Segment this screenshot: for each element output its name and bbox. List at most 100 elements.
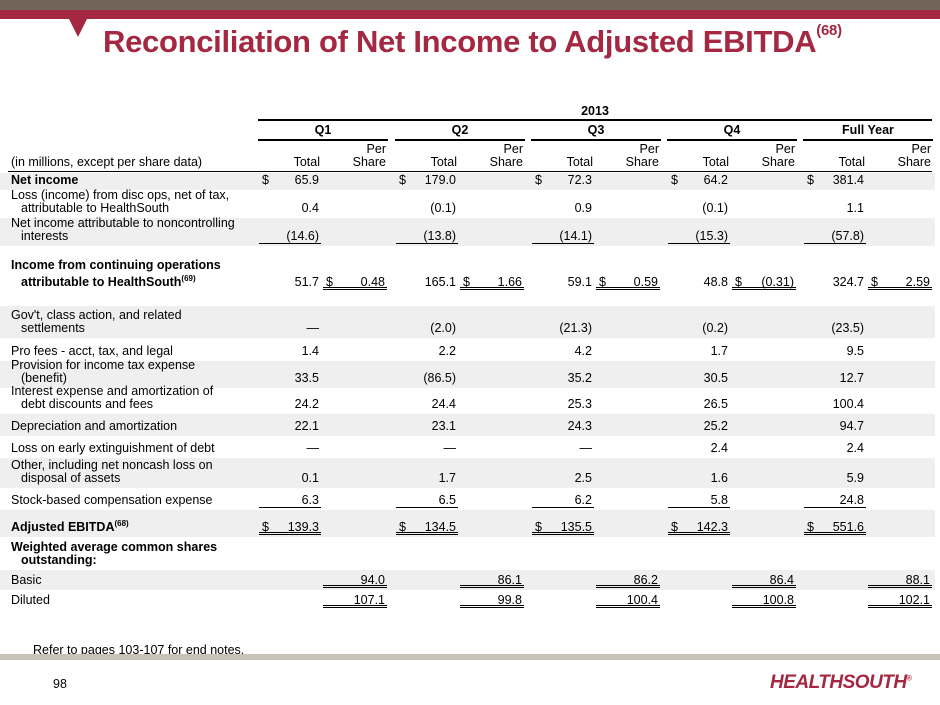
row-label: Loss (income) from disc ops, net of tax,… [11, 188, 230, 215]
total-cell [396, 553, 458, 568]
per-share-cell [732, 441, 796, 456]
total-cell: 6.3 [259, 493, 321, 508]
period-rule [667, 139, 797, 141]
per-share-cell [868, 493, 932, 508]
per-share-cell [868, 419, 932, 434]
per-share-cell [732, 493, 796, 508]
row-label: Pro fees - acct, tax, and legal [11, 344, 173, 358]
table-row: Stock-based compensation expense 6.3 6.5 6.… [0, 488, 935, 510]
per-share-cell [596, 344, 660, 359]
per-share-cell: 100.4 [596, 593, 660, 608]
total-cell: $551.6 [804, 520, 866, 535]
total-column-header: Total [702, 155, 729, 169]
total-cell: 9.5 [846, 344, 864, 358]
table-row: Interest expense and amortization of debt… [0, 385, 935, 414]
per-share-cell [323, 397, 387, 412]
total-cell: (14.1) [532, 229, 594, 244]
per-share-column-header: Per Share [352, 142, 386, 169]
per-share-cell [732, 471, 796, 486]
table-row: Weighted average common shares outstandin… [0, 537, 935, 570]
per-share-cell [868, 229, 932, 244]
page-title: Reconciliation of Net Income to Adjusted… [103, 22, 842, 60]
row-label: Income from continuing operations attribu… [11, 257, 221, 289]
total-cell: 94.7 [839, 419, 864, 433]
total-cell: 1.7 [710, 344, 728, 358]
total-column-header: Total [293, 155, 320, 169]
per-share-cell [596, 419, 660, 434]
total-cell: (21.3) [559, 321, 592, 335]
per-share-cell [323, 553, 387, 568]
total-cell: 4.2 [574, 344, 592, 358]
table-row: Net income attributable to noncontrollin… [0, 217, 935, 246]
total-cell: (86.5) [423, 371, 456, 385]
total-cell [668, 553, 730, 568]
per-share-cell [323, 441, 387, 456]
per-share-cell [323, 201, 387, 216]
table-row: Loss on early extinguishment of debt — — — 2… [0, 436, 935, 458]
per-share-column-header: Per Share [761, 142, 795, 169]
total-cell [259, 593, 321, 608]
total-cell: 51.7 [294, 275, 319, 289]
per-share-cell [868, 371, 932, 386]
total-cell: (2.0) [430, 321, 456, 335]
table-row: Pro fees - acct, tax, and legal 1.4 2.2 4.2… [0, 338, 935, 361]
per-share-cell [732, 201, 796, 216]
per-share-cell [460, 419, 524, 434]
row-label: Provision for income tax expense (benefit… [11, 358, 196, 385]
per-share-cell: 102.1 [868, 593, 932, 608]
total-cell: $139.3 [259, 520, 321, 535]
table-row: Depreciation and amortization 22.1 23.1 24.… [0, 414, 935, 436]
per-share-cell [732, 344, 796, 359]
per-share-cell [323, 229, 387, 244]
total-cell: 23.1 [431, 419, 456, 433]
per-share-cell [732, 229, 796, 244]
total-cell: 24.3 [567, 419, 592, 433]
year-rule [258, 119, 932, 121]
per-share-cell: 86.4 [732, 573, 796, 588]
per-share-cell: 88.1 [868, 573, 932, 588]
per-share-cell [732, 553, 796, 568]
period-header: Full Year [842, 123, 894, 137]
total-cell: — [579, 441, 593, 455]
top-band [0, 0, 940, 10]
table-row: Adjusted EBITDA(68) $139.3 $134.5 $135.5 $14… [0, 510, 935, 537]
per-share-cell [596, 371, 660, 386]
total-cell [668, 593, 730, 608]
table-row: Net income $65.9 $179.0 $72.3 $64.2 $381.4 [0, 173, 935, 190]
total-cell: (57.8) [804, 229, 866, 244]
per-share-cell [323, 344, 387, 359]
per-share-cell: 94.0 [323, 573, 387, 588]
total-cell: $179.0 [399, 173, 456, 187]
total-cell: 0.4 [301, 201, 319, 215]
per-share-cell [868, 471, 932, 486]
per-share-cell [868, 173, 932, 188]
per-share-cell: $0.59 [596, 275, 660, 290]
total-cell: 25.3 [567, 397, 592, 411]
registered-mark: ® [906, 675, 912, 683]
per-share-cell [596, 441, 660, 456]
row-label: Diluted [11, 593, 50, 607]
total-cell: 48.8 [703, 275, 728, 289]
year-header: 2013 [581, 104, 609, 118]
total-cell: 59.1 [567, 275, 592, 289]
per-share-cell [596, 229, 660, 244]
per-share-cell [460, 344, 524, 359]
per-share-cell [323, 493, 387, 508]
total-cell: (0.2) [702, 321, 728, 335]
healthsouth-logo: HEALTHSOUTH® [770, 672, 912, 694]
per-share-cell [868, 344, 932, 359]
total-cell: 2.5 [574, 471, 592, 485]
logo-text: HEALTHSOUTH [770, 672, 907, 693]
per-share-cell [596, 201, 660, 216]
per-share-cell [868, 397, 932, 412]
total-cell [532, 573, 594, 588]
total-cell: 2.2 [438, 344, 456, 358]
per-share-cell: 100.8 [732, 593, 796, 608]
total-cell: 5.8 [668, 493, 730, 508]
total-cell: 324.7 [832, 275, 864, 289]
table-row: Income from continuing operations attribu… [0, 246, 935, 292]
per-share-cell: 99.8 [460, 593, 524, 608]
row-label: Net income [11, 173, 79, 187]
per-share-cell [596, 321, 660, 336]
total-cell: $135.5 [532, 520, 594, 535]
